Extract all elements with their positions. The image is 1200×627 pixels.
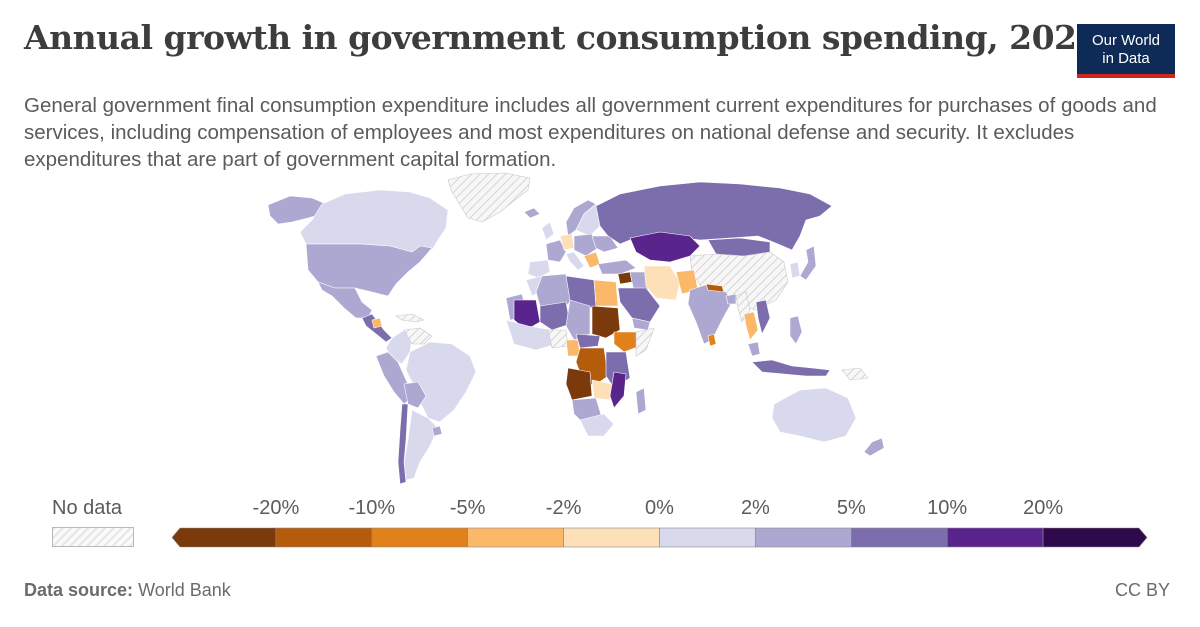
data-source-value: World Bank [138,580,231,600]
legend-swatch-2 [371,527,468,548]
country-canada[interactable] [299,189,449,253]
license-link[interactable]: CC BY [1114,580,1170,600]
country-france[interactable] [545,239,567,263]
legend-no-data-swatch [52,527,134,547]
country-ethiopia[interactable] [613,331,641,353]
legend-tick-label: 0% [645,497,674,519]
legend-swatch-0 [171,527,277,548]
country-ukraine[interactable] [591,235,619,253]
legend-swatch-1 [275,527,373,548]
legend-swatch-8 [946,527,1044,548]
country-iceland[interactable] [523,207,541,219]
legend-swatch-3 [467,527,564,548]
country-sudan[interactable] [591,305,621,339]
legend-tick-label: 2% [740,497,770,519]
country-central-europe[interactable] [573,233,599,257]
logo-line-1: Our World [1091,32,1161,49]
country-thailand[interactable] [743,311,759,341]
country-venezuela[interactable] [403,327,433,345]
country-greenland[interactable] [447,172,531,223]
country-italy[interactable] [565,251,585,271]
country-sri-lanka[interactable] [707,333,717,347]
country-angola[interactable] [565,367,593,401]
legend-swatch-7 [850,527,948,548]
country-zambia[interactable] [591,379,613,401]
legend-tick-label: -20% [252,497,300,519]
country-indonesia[interactable] [751,359,831,377]
country-mali[interactable] [513,299,541,331]
legend-no-data-label: No data [52,497,123,519]
country-cuba[interactable] [395,313,425,323]
country-turkey[interactable] [597,259,637,275]
legend-swatch-9 [1042,527,1148,548]
country-iraq[interactable] [629,271,649,293]
legend-swatch-6 [755,527,852,548]
country-uk[interactable] [541,221,555,241]
country-madagascar[interactable] [635,387,647,415]
legend-tick-label: 20% [1023,497,1064,519]
country-bangladesh[interactable] [725,293,737,305]
chart-title: Annual growth in government consumption … [24,18,1099,57]
country-argentina[interactable] [403,409,439,481]
chart-subtitle: General government final consumption exp… [24,94,1157,171]
logo-line-2: in Data [1102,50,1150,67]
country-south-africa[interactable] [579,413,615,437]
country-new-zealand[interactable] [863,437,885,457]
country-mozambique[interactable] [609,371,627,409]
legend-swatch-5 [659,527,756,548]
country-car[interactable] [575,333,601,349]
country-uruguay[interactable] [431,425,443,437]
legend-swatch-4 [563,527,660,548]
owid-logo[interactable]: Our World in Data [1077,24,1175,78]
country-philippines[interactable] [789,315,803,345]
logo-accent-bar [1077,74,1175,78]
country-chile[interactable] [397,403,409,485]
country-australia[interactable] [771,387,857,443]
country-somalia[interactable] [635,327,655,357]
country-png[interactable] [841,367,869,381]
country-honduras[interactable] [371,317,383,329]
country-niger[interactable] [539,301,571,331]
legend-tick-label: 5% [836,497,866,519]
legend-tick-label: -5% [449,497,486,519]
country-vietnam[interactable] [755,299,771,335]
country-iran[interactable] [643,265,681,301]
data-source-label: Data source: [24,580,134,600]
legend-tick-label: -10% [348,497,396,519]
country-egypt[interactable] [593,279,619,307]
country-nepal[interactable] [705,283,725,293]
data-source: Data source: World Bank [24,580,231,601]
legend-tick-label: 10% [927,497,968,519]
country-malaysia[interactable] [747,341,761,357]
country-bolivia[interactable] [403,381,427,409]
country-iberia[interactable] [527,259,551,279]
legend-tick-label: -2% [545,497,582,519]
country-japan[interactable] [799,245,817,281]
